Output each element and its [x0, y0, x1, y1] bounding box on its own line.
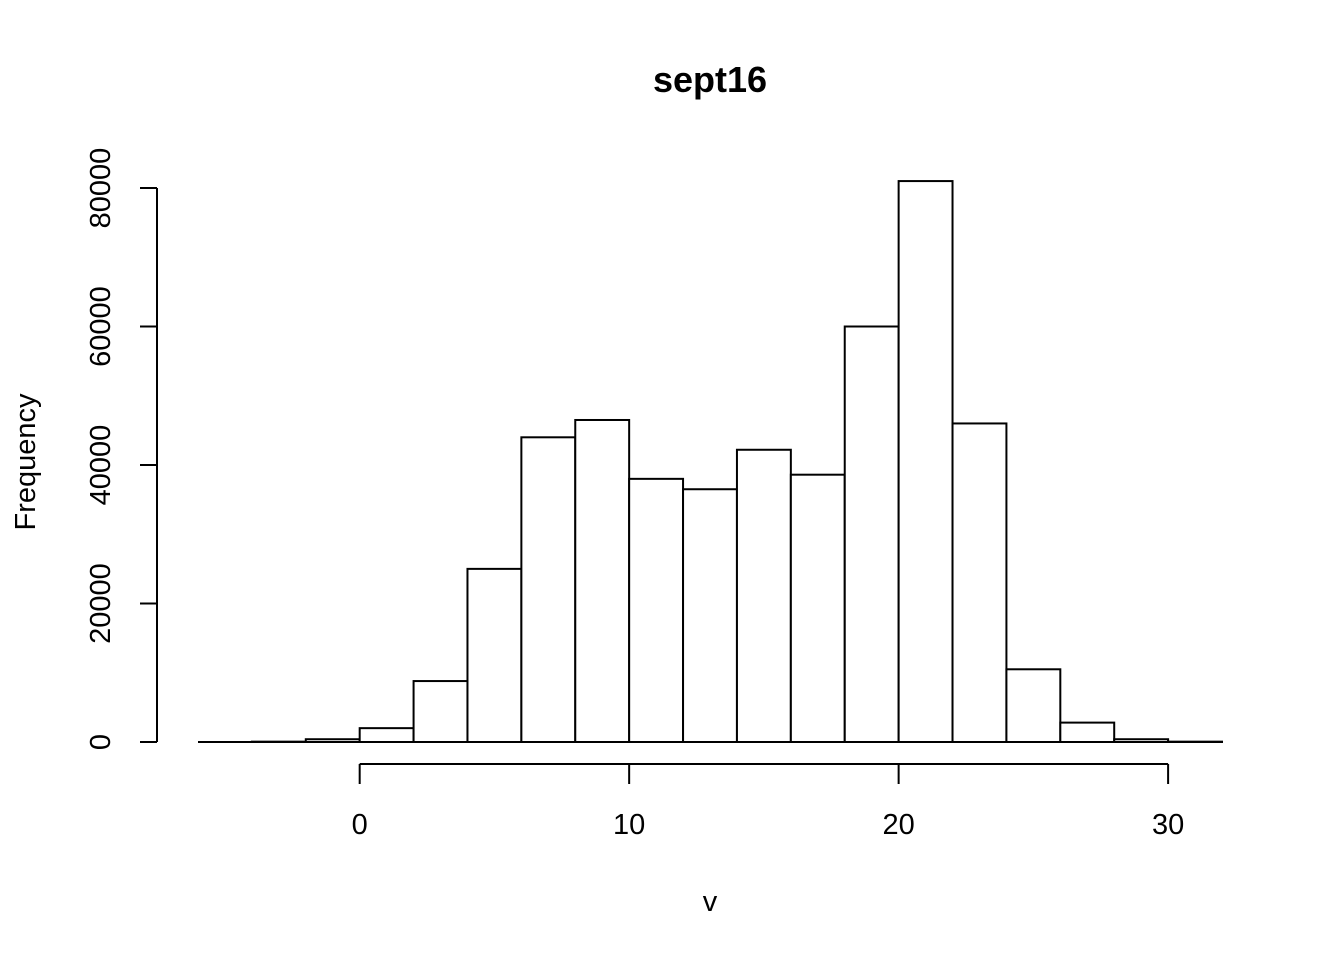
x-tick-label: 0	[352, 809, 368, 841]
histogram-bar	[628, 477, 685, 743]
histogram-bar	[735, 448, 792, 743]
histogram-bar	[951, 422, 1008, 743]
y-tick-label: 20000	[85, 563, 117, 644]
y-axis: 0 20000 40000 60000 80000	[85, 148, 158, 750]
histogram-bar	[1005, 668, 1062, 743]
x-tick-label: 30	[1152, 809, 1184, 841]
chart-title: sept16	[653, 59, 767, 100]
histogram-bar	[574, 418, 631, 743]
histogram-bar	[412, 680, 469, 743]
histogram-bar	[358, 727, 415, 744]
histogram-bar	[466, 567, 523, 743]
x-axis-label: v	[703, 886, 718, 918]
x-tick-label: 20	[882, 809, 914, 841]
histogram-bar	[1059, 721, 1116, 743]
histogram-bar	[843, 325, 900, 743]
y-tick-label: 60000	[85, 286, 117, 367]
histogram-bar	[789, 473, 846, 743]
histogram-bar	[520, 436, 577, 743]
y-tick-label: 40000	[85, 425, 117, 506]
histogram-bar	[682, 488, 738, 743]
histogram-bar	[897, 180, 954, 743]
bars-group	[250, 180, 1223, 744]
y-axis-label: Frequency	[10, 393, 42, 531]
y-tick-label: 80000	[85, 148, 117, 229]
y-tick-label: 0	[85, 734, 117, 750]
x-tick-label: 10	[613, 809, 645, 841]
x-axis: 0 10 20 30	[352, 763, 1184, 841]
